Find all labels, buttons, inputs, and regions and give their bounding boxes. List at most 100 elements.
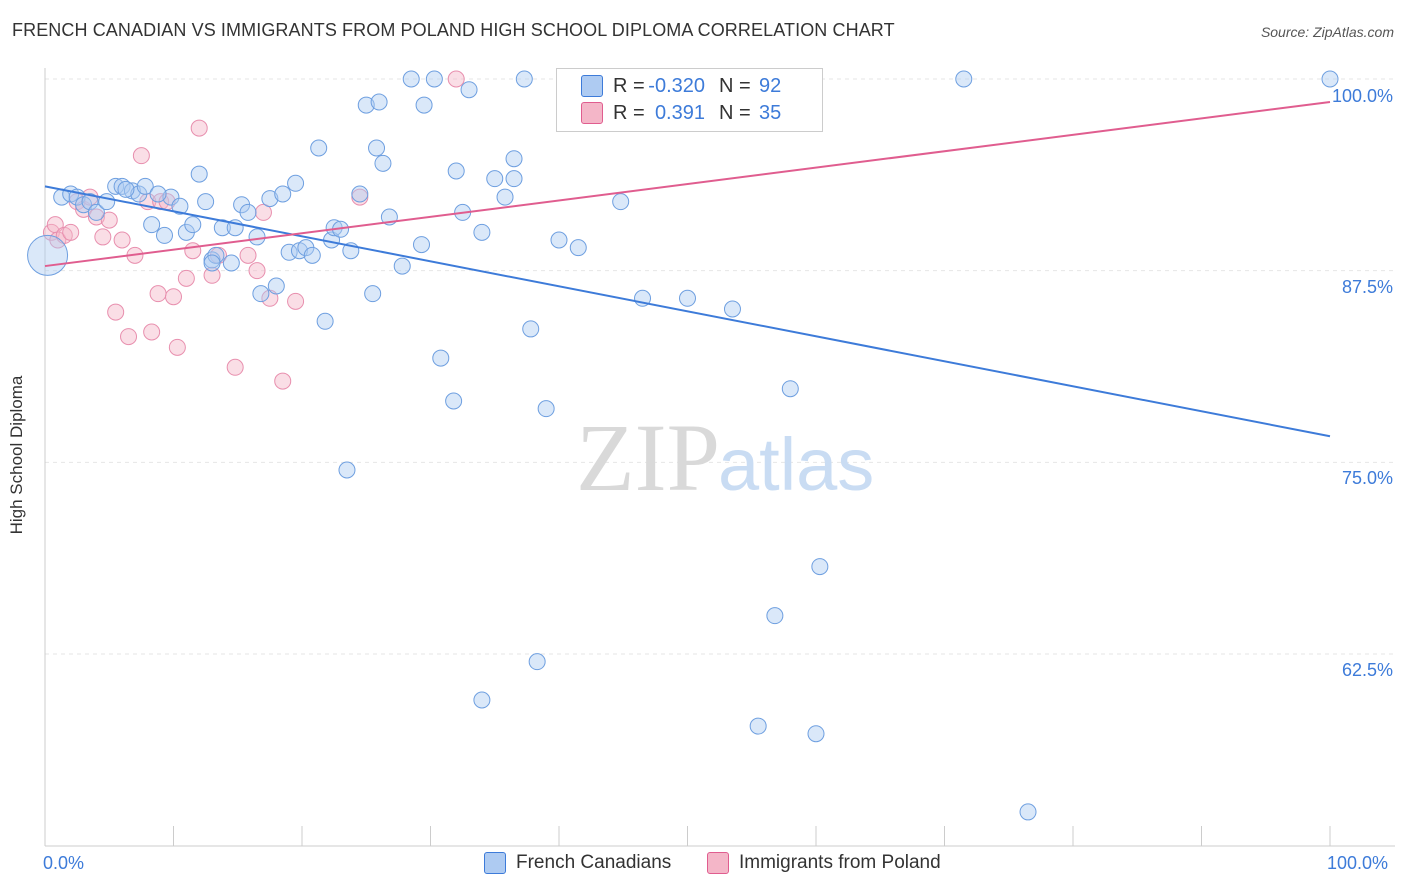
legend-swatch-blue: [581, 75, 603, 97]
stats-legend: R = -0.320 N = 92 R = 0.391 N = 35: [556, 68, 823, 132]
legend-swatch-pink: [581, 102, 603, 124]
data-point-french-canadian: [766, 607, 784, 625]
data-point-poland: [274, 372, 292, 390]
data-point-french-canadian: [136, 177, 154, 195]
y-tick-label-75: 75.0%: [1341, 468, 1393, 488]
legend-label: Immigrants from Poland: [739, 852, 941, 873]
legend-label: French Canadians: [516, 852, 672, 873]
data-point-french-canadian: [612, 193, 630, 211]
data-point-french-canadian: [749, 717, 767, 735]
trend-lines: [44, 101, 1331, 438]
data-point-french-canadian: [1321, 70, 1339, 88]
legend-n-label: N =: [719, 74, 751, 97]
data-point-french-canadian: [537, 400, 555, 418]
data-point-poland: [254, 203, 272, 221]
legend-r-value: -0.320: [648, 74, 705, 97]
data-point-french-canadian: [374, 154, 392, 172]
x-tick-label-max: 100.0%: [1327, 853, 1389, 873]
data-point-french-canadian: [190, 165, 208, 183]
watermark-atlas: atlas: [718, 423, 874, 506]
data-point-french-canadian: [87, 203, 105, 221]
data-point-french-canadian: [370, 93, 388, 111]
data-point-french-canadian: [505, 150, 523, 168]
data-point-french-canadian: [207, 246, 225, 264]
data-point-poland: [177, 269, 195, 287]
data-point-french-canadian: [203, 254, 221, 272]
data-point-french-canadian: [393, 257, 411, 275]
data-point-french-canadian: [261, 190, 279, 208]
data-point-french-canadian: [107, 177, 125, 195]
data-point-french-canadian: [98, 193, 116, 211]
data-point-poland: [94, 228, 112, 246]
data-point-french-canadian: [515, 70, 533, 88]
data-point-poland: [107, 303, 125, 321]
trend-line-french-canadians: [44, 185, 1331, 438]
series-legend: French Canadians Immigrants from Poland: [0, 852, 1406, 878]
legend-swatch-pink: [707, 852, 729, 874]
data-point-french-canadian: [496, 188, 514, 206]
data-point-french-canadian: [460, 81, 478, 99]
data-point-poland: [165, 288, 182, 306]
data-point-french-canadian: [811, 558, 829, 576]
data-point-poland: [168, 338, 186, 356]
data-point-french-canadian: [445, 392, 463, 410]
y-axis-label: High School Diploma: [7, 375, 26, 535]
data-point-poland: [184, 242, 202, 260]
data-point-french-canadian: [679, 289, 696, 307]
data-point-french-canadian: [267, 277, 285, 295]
data-point-poland: [87, 208, 105, 226]
source-label: Source: ZipAtlas.com: [1260, 24, 1394, 40]
data-point-french-canadian: [171, 197, 189, 215]
trend-line-poland: [44, 101, 1331, 268]
legend-row-french-canadians: R = -0.320 N = 92: [581, 73, 781, 99]
y-tick-label-100: 100.0%: [1331, 86, 1393, 106]
data-point-poland: [203, 266, 221, 284]
data-point-french-canadian: [723, 300, 741, 318]
data-point-poland: [239, 246, 257, 264]
data-point-french-canadian: [486, 170, 504, 188]
data-point-french-canadian: [27, 234, 69, 276]
data-point-poland: [287, 292, 305, 310]
data-point-french-canadian: [807, 725, 825, 743]
y-tick-label-87-5: 87.5%: [1341, 277, 1393, 297]
data-point-french-canadian: [310, 139, 328, 157]
legend-item-french-canadians[interactable]: French Canadians: [484, 852, 671, 874]
legend-item-immigrants-from-poland[interactable]: Immigrants from Poland: [707, 852, 941, 874]
data-point-french-canadian: [117, 180, 135, 198]
data-point-french-canadian: [364, 285, 382, 303]
data-point-french-canadian: [473, 691, 491, 709]
data-point-french-canadian: [569, 239, 587, 257]
legend-n-value: 92: [759, 74, 782, 97]
data-point-french-canadian: [222, 254, 240, 272]
data-point-french-canadian: [252, 285, 270, 303]
data-point-french-canadian: [274, 185, 292, 203]
data-point-french-canadian: [213, 219, 231, 237]
legend-n-label: N =: [719, 101, 751, 124]
legend-r-label: R =: [613, 74, 645, 97]
data-point-french-canadian: [287, 174, 305, 192]
data-point-poland: [100, 211, 118, 229]
data-point-french-canadian: [184, 216, 202, 234]
legend-swatch-blue: [484, 852, 506, 874]
data-point-french-canadian: [248, 228, 266, 246]
data-point-french-canadian: [357, 96, 375, 114]
data-point-poland: [149, 285, 167, 303]
data-point-french-canadian: [402, 70, 420, 88]
data-point-poland: [132, 147, 150, 165]
data-point-french-canadian: [425, 70, 443, 88]
data-point-poland: [226, 358, 244, 376]
y-tick-label-62-5: 62.5%: [1341, 660, 1393, 680]
data-point-poland: [120, 328, 138, 346]
data-point-french-canadian: [432, 349, 450, 367]
data-point-french-canadian: [528, 653, 546, 671]
watermark-zip: ZIP: [576, 404, 720, 511]
data-point-french-canadian: [522, 320, 540, 338]
chart-title: FRENCH CANADIAN VS IMMIGRANTS FROM POLAN…: [12, 20, 895, 40]
data-point-french-canadian: [413, 236, 431, 254]
data-point-french-canadian: [505, 170, 523, 188]
legend-r-value: 0.391: [654, 101, 705, 124]
data-point-french-canadian: [781, 380, 799, 398]
data-point-french-canadian: [368, 139, 386, 157]
legend-r-label: R =: [613, 101, 645, 124]
